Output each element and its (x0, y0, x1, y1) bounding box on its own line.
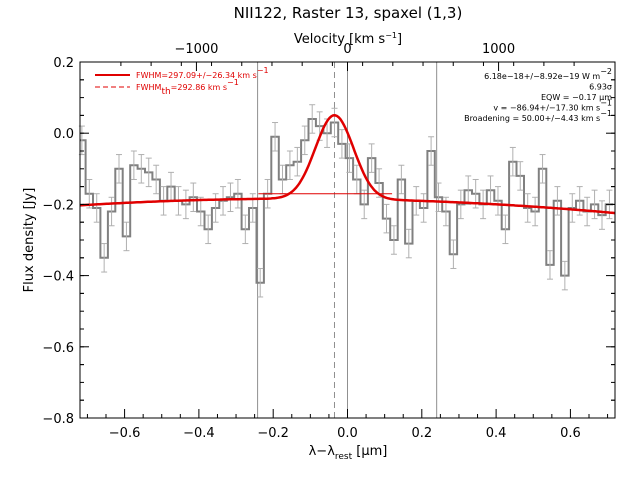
x-tick-label: 0.2 (411, 426, 432, 441)
top-tick-label: 0 (343, 42, 351, 57)
y-tick-label: −0.8 (42, 412, 74, 427)
annotation-2: EQW = −0.17 μm (541, 93, 612, 102)
y-tick-label: 0.0 (53, 127, 74, 142)
x-tick-label: −0.2 (257, 426, 289, 441)
gaussian-fit-line (79, 114, 616, 215)
annotation-0: 6.18e−18+/−8.92e−19 W m−2 (484, 67, 612, 81)
axes: −0.6 −0.4 −0.2 0.0 0.2 0.4 0.6 −0.8 −0.6 −0.4 −0.2… (42, 42, 616, 441)
top-axis-label: Velocity [km s−1] (294, 31, 402, 47)
x-axis-label: λ−λrest [μm] (309, 444, 388, 462)
x-tick-label: 0.0 (337, 426, 358, 441)
y-tick-label: −0.2 (42, 198, 74, 213)
x-tick-label: 0.6 (560, 426, 581, 441)
x-tick-label: 0.4 (486, 426, 507, 441)
data-step-line (80, 118, 614, 284)
annotation-3: v = −86.94+/−17.30 km s−1 (493, 99, 612, 113)
y-tick-label: 0.2 (53, 56, 74, 71)
y-tick-label: −0.6 (42, 341, 74, 356)
legend: FWHM=297.09+/−26.34 km s−1FWHMth=292.86 … (95, 66, 269, 97)
vertical-markers (257, 62, 438, 418)
y-tick-label: −0.4 (42, 270, 74, 285)
fit-series (79, 114, 616, 215)
chart-title: NII122, Raster 13, spaxel (1,3) (234, 4, 463, 22)
x-tick-label: −0.6 (109, 426, 141, 441)
top-tick-label: −1000 (174, 42, 218, 57)
annotation-4: Broadening = 50.00+/−4.43 km s−1 (464, 109, 612, 123)
x-tick-label: −0.4 (183, 426, 215, 441)
top-tick-label: 1000 (482, 42, 515, 57)
legend-label-0: FWHM=297.09+/−26.34 km s−1 (136, 66, 269, 80)
legend-label-1: FWHMth=292.86 km s−1 (136, 78, 239, 97)
y-axis-label: Flux density [Jy] (22, 188, 37, 293)
annotation-1: 6.93σ (589, 83, 612, 92)
